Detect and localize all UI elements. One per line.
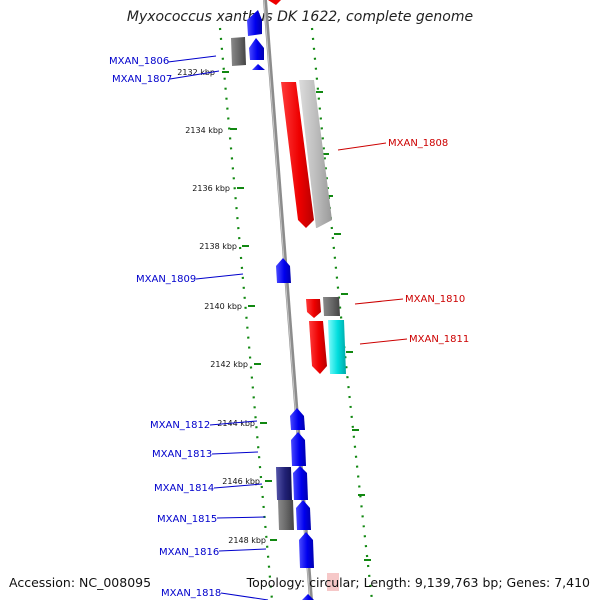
gene-mxan-1813[interactable]: [291, 432, 306, 466]
tick-label: 2148 kbp: [228, 536, 266, 545]
gene-mxan-1810[interactable]: [306, 299, 321, 318]
tick-label: 2140 kbp: [204, 302, 242, 311]
tick-label: 2132 kbp: [177, 68, 215, 77]
gene-label[interactable]: MXAN_1816: [159, 547, 219, 558]
gene-label[interactable]: MXAN_1810: [405, 294, 465, 305]
tick-label: 2134 kbp: [185, 126, 223, 135]
gene-label[interactable]: MXAN_1812: [150, 420, 210, 431]
gene-label[interactable]: MXAN_1815: [157, 514, 217, 525]
gc-ring-outer: [310, 27, 374, 600]
accession-text: Accession: NC_008095: [9, 575, 152, 590]
cds-block[interactable]: [231, 37, 246, 66]
gene-label[interactable]: MXAN_1818: [161, 588, 221, 599]
gene-top-red[interactable]: [268, 0, 281, 5]
gene-mxan-1806[interactable]: [247, 10, 262, 36]
gene-mxan-1807b[interactable]: [252, 64, 265, 70]
cds-block[interactable]: [299, 80, 332, 228]
map-title: Myxococcus xanthus DK 1622, complete gen…: [126, 9, 474, 25]
gene-mxan-1808[interactable]: [281, 82, 314, 228]
topology-text: Topology: circular; Length: 9,139,763 bp…: [246, 575, 590, 590]
gene-label[interactable]: MXAN_1807: [112, 74, 172, 85]
gene-labels: MXAN_1806 MXAN_1807 MXAN_1808 MXAN_1809 …: [109, 56, 469, 599]
gc-ring-inner: [218, 27, 274, 600]
gene-mxan-1811[interactable]: [309, 321, 327, 374]
gene-label[interactable]: MXAN_1811: [409, 334, 469, 345]
gene-mxan-1818[interactable]: [302, 594, 314, 600]
label-leaders: [167, 55, 408, 600]
gene-label[interactable]: MXAN_1813: [152, 449, 212, 460]
tick-marks: [222, 71, 277, 541]
cds-block[interactable]: [323, 297, 340, 316]
gene-features: [247, 0, 327, 600]
tick-label: 2136 kbp: [192, 184, 230, 193]
cds-features: [231, 37, 346, 591]
gene-mxan-1814[interactable]: [293, 466, 308, 500]
gene-mxan-1807[interactable]: [249, 38, 264, 60]
gene-mxan-1809[interactable]: [276, 258, 291, 283]
cds-block[interactable]: [276, 467, 292, 500]
tick-label: 2144 kbp: [217, 419, 255, 428]
tick-label: 2146 kbp: [222, 477, 260, 486]
gene-mxan-1812[interactable]: [290, 408, 305, 430]
gene-label[interactable]: MXAN_1808: [388, 138, 448, 149]
cds-block[interactable]: [327, 573, 339, 591]
tick-label: 2138 kbp: [199, 242, 237, 251]
gene-label[interactable]: MXAN_1814: [154, 483, 214, 494]
gene-mxan-1815[interactable]: [296, 500, 311, 530]
gene-label[interactable]: MXAN_1809: [136, 274, 196, 285]
gene-label[interactable]: MXAN_1806: [109, 56, 169, 67]
cds-block[interactable]: [278, 500, 294, 530]
tick-labels: 2132 kbp 2134 kbp 2136 kbp 2138 kbp 2140…: [177, 68, 266, 545]
gene-mxan-1816[interactable]: [299, 532, 314, 568]
tick-label: 2142 kbp: [210, 360, 248, 369]
cds-block[interactable]: [328, 320, 346, 374]
